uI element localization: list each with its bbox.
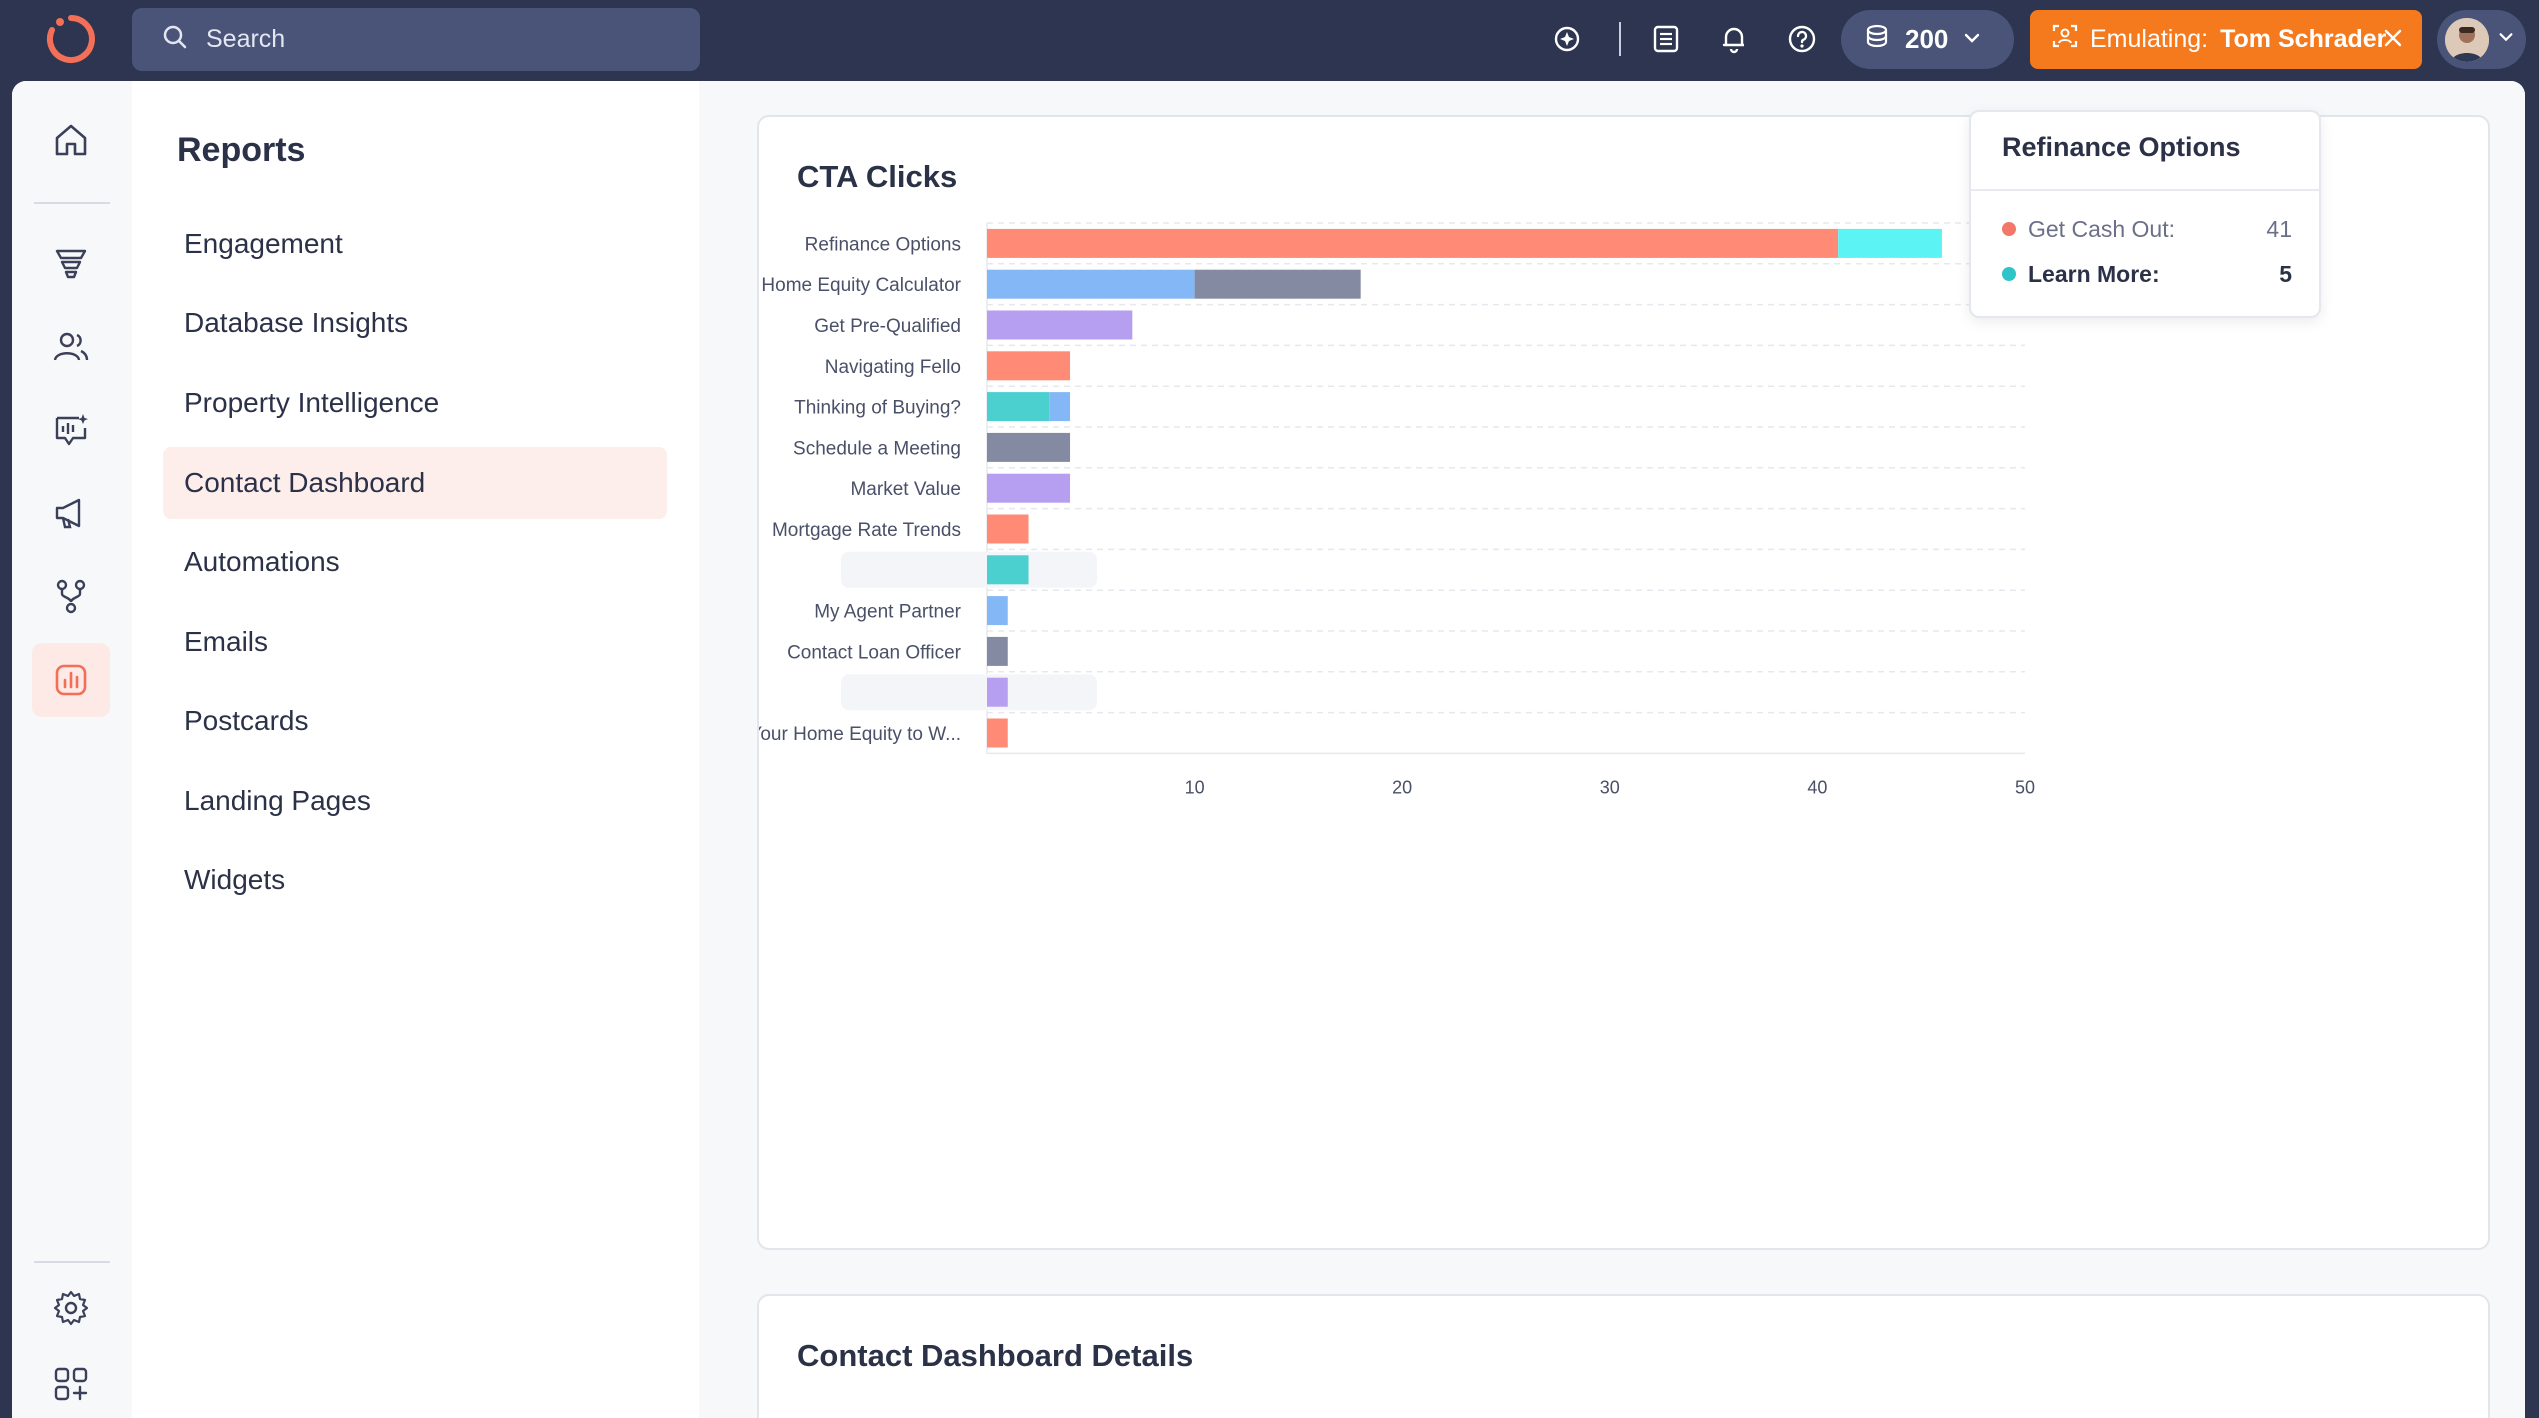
reports-icon[interactable] <box>32 643 110 717</box>
tick-label: 50 <box>2015 777 2035 797</box>
rail-divider <box>34 202 110 204</box>
nav-item-postcards[interactable]: Postcards <box>184 705 309 736</box>
category-label: Refinance Options <box>805 234 961 255</box>
header-divider <box>1619 22 1621 56</box>
close-icon[interactable] <box>2380 25 2406 58</box>
bar-segment <box>987 310 1133 340</box>
funnel-icon[interactable] <box>44 236 98 290</box>
category-label: Schedule a Meeting <box>793 438 961 459</box>
chevron-down-icon <box>2497 28 2515 51</box>
bar-segment <box>1194 269 1361 299</box>
nav-item-database-insights[interactable]: Database Insights <box>184 307 409 338</box>
label-placeholder <box>841 674 1097 711</box>
list-icon[interactable] <box>1649 22 1683 56</box>
legend-dot <box>2002 222 2016 236</box>
contact-dashboard-details-card: Contact Dashboard Details <box>757 1294 2490 1418</box>
tick-label: 10 <box>1185 777 1205 797</box>
bar-segment <box>987 351 1071 381</box>
nav-item-property-intelligence[interactable]: Property Intelligence <box>184 387 440 418</box>
tooltip-row-name: Learn More: <box>2028 260 2160 287</box>
cta-clicks-chart: Refinance Options Home Equity Calculator G… <box>759 222 2035 797</box>
contacts-icon[interactable] <box>44 320 98 374</box>
gear-icon[interactable] <box>44 1281 98 1335</box>
nav-item-contact-dashboard[interactable]: Contact Dashboard <box>163 447 667 519</box>
logo-icon[interactable] <box>46 14 96 64</box>
emulating-label: Emulating: <box>2090 25 2209 53</box>
nav-item-landing-pages[interactable]: Landing Pages <box>184 785 371 816</box>
bar-segment <box>987 596 1008 626</box>
nav-item-emails[interactable]: Emails <box>184 626 269 657</box>
category-label: Navigating Fello <box>825 357 961 378</box>
icon-rail <box>12 81 132 1418</box>
tick-label: 20 <box>1392 777 1412 797</box>
label-placeholder <box>841 551 1097 588</box>
bar-segment <box>987 269 1195 299</box>
bar-segment <box>987 228 1839 258</box>
category-label: My Agent Partner <box>814 602 961 623</box>
tick-label: 30 <box>1600 777 1620 797</box>
nav-item-automations[interactable]: Automations <box>184 546 340 577</box>
workflow-icon[interactable] <box>44 569 98 623</box>
tooltip-row: Learn More: 5 <box>2002 257 2292 291</box>
bar-segment <box>987 636 1008 666</box>
cta-clicks-title: CTA Clicks <box>797 159 958 194</box>
bar-segment <box>1049 392 1071 422</box>
tooltip-row-value: 5 <box>2279 260 2292 287</box>
bar-segment <box>987 432 1071 462</box>
rail-divider <box>34 1261 110 1263</box>
emulate-user-icon <box>2052 23 2078 56</box>
bar-segment <box>987 392 1050 422</box>
legend-dot <box>2002 267 2016 281</box>
chart-tooltip: Refinance Options Get Cash Out: 41 Learn… <box>1969 110 2321 318</box>
bar-segment <box>987 718 1008 748</box>
tooltip-row: Get Cash Out: 41 <box>2002 212 2292 246</box>
tooltip-row-name: Get Cash Out: <box>2028 215 2176 242</box>
top-bar: Search 200 Emulating: Tom Schrader <box>0 0 2539 78</box>
megaphone-icon[interactable] <box>44 486 98 540</box>
category-label: Mortgage Rate Trends <box>772 520 961 541</box>
tooltip-row-value: 41 <box>2266 215 2292 242</box>
nav-item-engagement[interactable]: Engagement <box>184 228 343 259</box>
add-apps-icon[interactable] <box>44 1357 98 1411</box>
emulating-banner[interactable]: Emulating: Tom Schrader <box>2030 10 2422 69</box>
bar-segment <box>987 677 1008 707</box>
bar-segment <box>987 514 1029 544</box>
bar-segment <box>1838 228 1942 258</box>
details-title: Contact Dashboard Details <box>797 1338 1194 1373</box>
category-label: Thinking of Buying? <box>794 398 961 419</box>
home-icon[interactable] <box>44 113 98 167</box>
bell-icon[interactable] <box>1717 22 1751 56</box>
bar-segment <box>987 473 1071 503</box>
nav-item-widgets[interactable]: Widgets <box>184 864 286 895</box>
sparkle-icon[interactable] <box>1550 22 1584 56</box>
search-input[interactable]: Search <box>132 8 700 71</box>
coins-icon <box>1863 22 1891 57</box>
credits-button[interactable]: 200 <box>1841 10 2014 69</box>
tooltip-title: Refinance Options <box>2002 132 2241 162</box>
category-label: Put Your Home Equity to W... <box>759 724 961 745</box>
tick-label: 40 <box>1807 777 1827 797</box>
avatar <box>2445 17 2489 62</box>
credits-count: 200 <box>1905 24 1949 54</box>
search-placeholder: Search <box>206 25 286 53</box>
search-icon <box>162 24 188 55</box>
ai-chat-icon[interactable] <box>44 403 98 457</box>
help-icon[interactable] <box>1785 22 1819 56</box>
user-menu[interactable] <box>2437 10 2526 69</box>
tooltip-divider <box>1971 189 2319 191</box>
reports-nav: Reports Engagement Database Insights Pro… <box>132 81 699 1418</box>
category-label: Home Equity Calculator <box>761 275 961 296</box>
category-label: Contact Loan Officer <box>787 642 962 663</box>
category-label: Market Value <box>850 479 961 500</box>
category-label: Get Pre-Qualified <box>814 316 961 337</box>
page-title: Reports <box>177 131 306 169</box>
bar-segment <box>987 555 1029 585</box>
chevron-down-icon <box>1962 24 1982 55</box>
emulating-user: Tom Schrader <box>2220 25 2387 53</box>
